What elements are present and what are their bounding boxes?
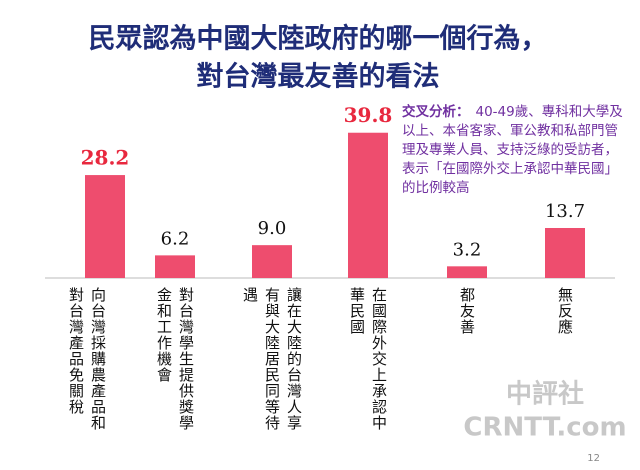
bar	[85, 175, 125, 278]
x-tick-label: 在國際外交上承認中華民國	[348, 287, 388, 431]
chart-title: 民眾認為中國大陸政府的哪一個行為，	[89, 23, 548, 55]
annotation-text: 40-49歲、專科和大學及以上、本省客家、軍公教和私部門管理及專業人員、支持泛綠…	[402, 104, 623, 196]
annotation-label: 交叉分析：	[402, 104, 470, 120]
data-label: 13.7	[545, 201, 585, 222]
data-label: 39.8	[344, 103, 393, 127]
data-label: 3.2	[453, 239, 482, 260]
bar	[252, 245, 292, 278]
bar	[545, 227, 585, 278]
chart-title: 對台灣最友善的看法	[197, 61, 440, 93]
x-tick-label: 對台灣學生提供獎學金和工作機會	[155, 287, 195, 431]
data-label: 6.2	[161, 228, 190, 249]
bar	[155, 255, 195, 278]
x-tick-label: 無反應	[556, 287, 574, 335]
watermark: 中評社	[506, 379, 584, 410]
bar	[447, 266, 487, 278]
x-tick-label: 讓在大陸的台灣人享有與大陸居民同等待遇	[241, 287, 303, 431]
data-label: 28.2	[81, 146, 130, 170]
watermark: CRNTT.com	[463, 413, 626, 443]
page-number: 12	[587, 453, 600, 464]
x-tick-label: 都友善	[458, 287, 476, 335]
bar	[348, 132, 388, 278]
annotation: 交叉分析： 40-49歲、專科和大學及以上、本省客家、軍公教和私部門管理及專業人員…	[402, 103, 624, 198]
x-tick-label: 向台灣採購農產品和對台灣產品免關稅	[67, 287, 107, 431]
data-label: 9.0	[258, 218, 287, 239]
